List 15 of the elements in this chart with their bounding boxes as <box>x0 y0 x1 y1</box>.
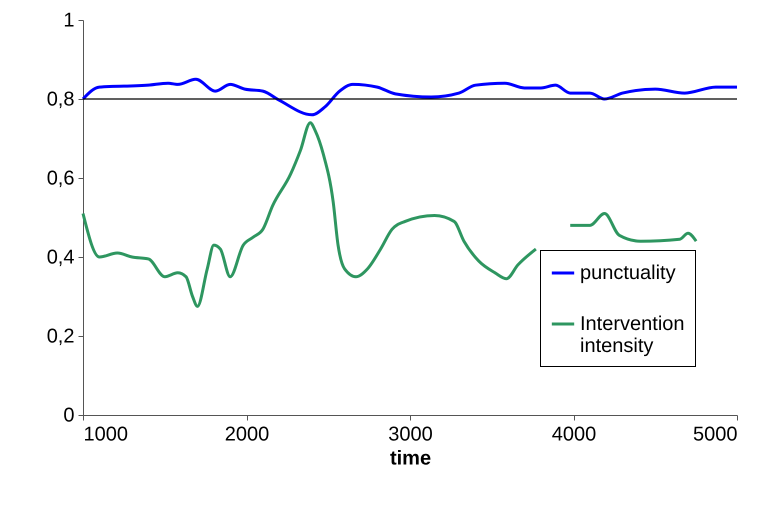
legend-label: Intervention intensity <box>580 313 685 357</box>
x-tick-label: 2000 <box>224 424 270 446</box>
y-tick-label: 0,6 <box>46 168 74 190</box>
y-tick-label: 0,8 <box>46 88 74 110</box>
x-tick-label: 5000 <box>693 424 738 446</box>
x-axis-title: time <box>390 448 432 470</box>
line-series <box>82 78 738 116</box>
x-tick-label: 4000 <box>552 424 596 446</box>
y-tick-label: 0 <box>63 404 74 426</box>
x-tick-label: 1000 <box>84 424 128 446</box>
legend-label: punctuality <box>580 262 676 284</box>
x-tick-label: 3000 <box>388 424 433 446</box>
y-tick-label: 0,4 <box>46 246 74 268</box>
y-tick-label: 1 <box>63 10 74 32</box>
y-tick-label: 0,2 <box>46 326 74 348</box>
